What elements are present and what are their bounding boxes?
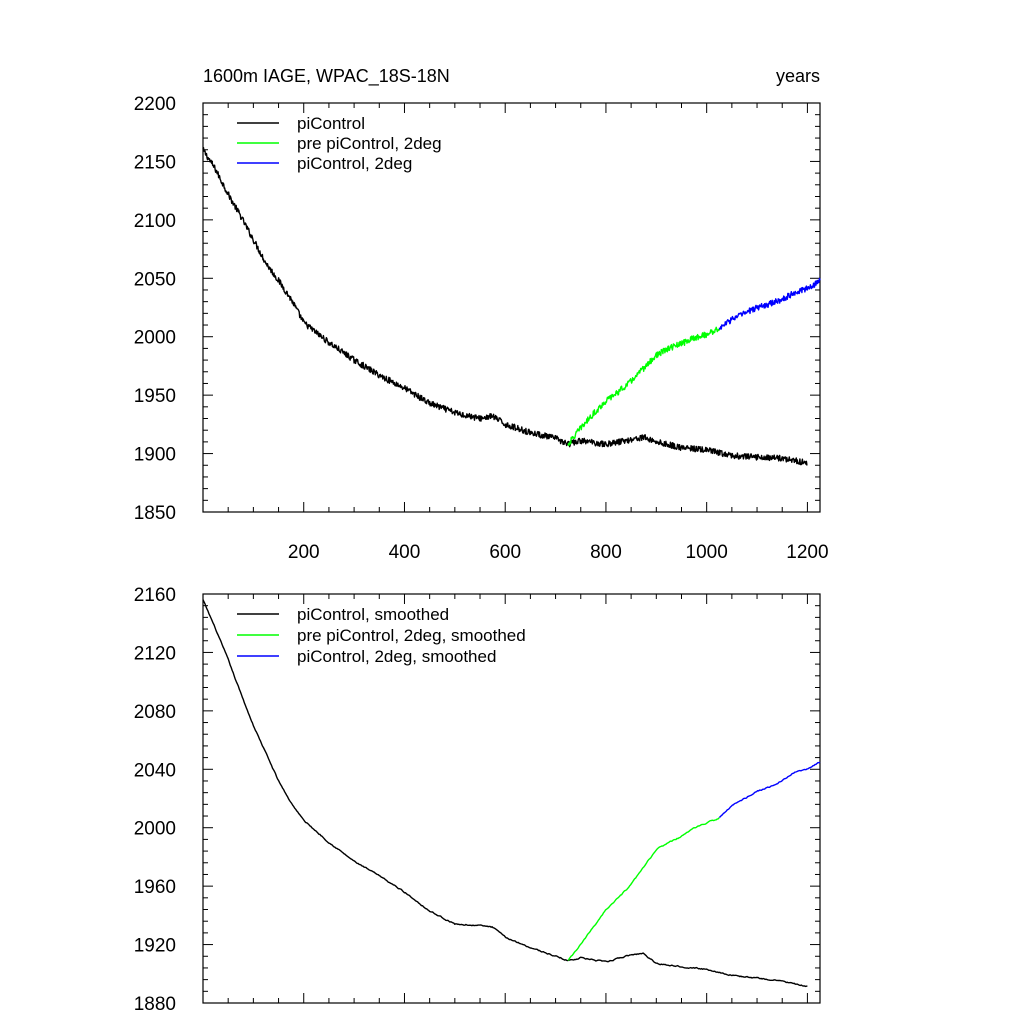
y-tick-label: 1920 (134, 936, 176, 957)
x-tick-label: 400 (389, 542, 421, 563)
legend-label: piControl, smoothed (297, 605, 449, 624)
chart-title: 1600m IAGE, WPAC_18S-18N (203, 66, 450, 87)
series-line-pre-picontrol-2deg-smoothed (567, 817, 720, 961)
legend-label: piControl, 2deg (297, 154, 412, 173)
y-tick-label: 2120 (134, 643, 176, 664)
y-tick-label: 2000 (134, 328, 176, 349)
y-tick-label: 2040 (134, 760, 176, 781)
top-panel: 1850 1900 1950 2000 2050 2100 2150 2200 200 400 60… (134, 94, 829, 563)
y-tick-label: 2080 (134, 702, 176, 723)
y-tick-label: 2050 (134, 269, 176, 290)
y-tick-label: 1880 (134, 994, 176, 1015)
units-label: years (776, 66, 820, 86)
legend-label: pre piControl, 2deg, smoothed (297, 626, 526, 645)
series-line-picontrol (202, 146, 808, 466)
plot-frame (202, 102, 821, 513)
legend-label: piControl, 2deg, smoothed (297, 647, 496, 666)
series-line-picontrol-2deg (718, 277, 821, 330)
y-tick-label: 1960 (134, 877, 176, 898)
y-tick-label: 2200 (134, 94, 176, 115)
y-tick-label: 2160 (134, 585, 176, 606)
x-tick-label: 800 (590, 542, 622, 563)
x-tick-label: 200 (288, 542, 320, 563)
x-tick-label: 600 (489, 542, 521, 563)
series-line-picontrol-smoothed (202, 599, 808, 988)
y-tick-label: 2000 (134, 819, 176, 840)
y-tick-label: 1850 (134, 503, 176, 524)
legend-label: piControl (297, 114, 365, 133)
y-tick-label: 2150 (134, 152, 176, 173)
plot-frame (202, 593, 821, 1004)
x-tick-label: 1000 (686, 542, 728, 563)
series-line-pre-picontrol-2deg (567, 326, 720, 447)
y-tick-label: 1900 (134, 445, 176, 466)
y-tick-label: 1950 (134, 386, 176, 407)
bottom-panel: 1880 1920 1960 2000 2040 2080 2120 2160 piContro… (134, 585, 821, 1015)
x-tick-label: 1200 (786, 542, 828, 563)
series-line-picontrol-2deg-smoothed (718, 761, 821, 818)
legend-label: pre piControl, 2deg (297, 134, 442, 153)
y-tick-label: 2100 (134, 211, 176, 232)
